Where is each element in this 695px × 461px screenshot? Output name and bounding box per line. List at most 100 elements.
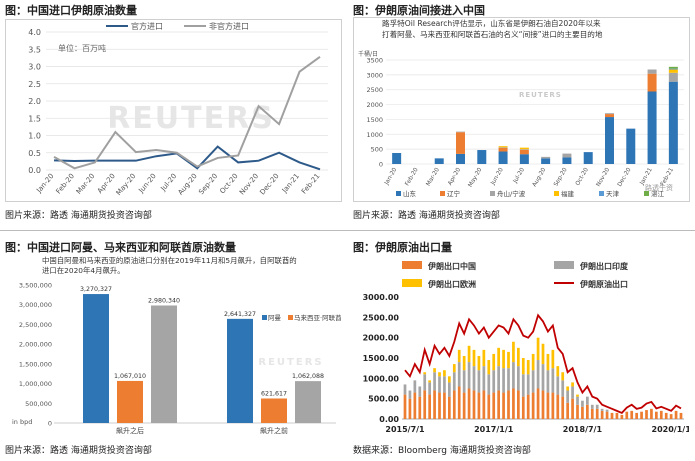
x-tick-label: 飙升之前 (260, 426, 288, 435)
bar-segment (615, 412, 619, 419)
legend-label: 阿曼 (268, 313, 282, 322)
x-tick-label: Jul-20 (159, 172, 179, 193)
x-tick-label: May-20 (468, 167, 484, 189)
chart-note-line: 中国自阿曼和马来西亚的原油进口分别在2019年11月和5月飙升，自阿联酋的 (42, 256, 297, 265)
bar-segment (679, 412, 683, 419)
bar-segment (541, 156, 551, 159)
bar-segment (423, 372, 427, 375)
bar-segment (472, 349, 476, 367)
bar-segment (472, 390, 476, 419)
bar-segment (586, 404, 589, 419)
legend-label: 马来西亚·阿联酋 (294, 313, 341, 322)
bar-segment (492, 392, 496, 419)
chart-frame: 中国自阿曼和马来西亚的原油进口分别在2019年11月和5月飙升，自阿联酋的 进口在… (5, 254, 342, 440)
bar-segment (428, 382, 431, 395)
bar-segment (452, 390, 456, 419)
data-label: 3,270,327 (80, 286, 112, 293)
bar-segment (531, 392, 535, 419)
y-tick-label: 2.0 (28, 97, 41, 106)
watermark: REUTERS (519, 91, 562, 99)
bar-segment (448, 376, 451, 383)
legend-label: 福建 (561, 189, 575, 198)
bar-segment (650, 408, 653, 419)
x-tick-label: 2015/7/1 (385, 425, 425, 434)
bar-segment (521, 396, 525, 419)
bar-segment (462, 392, 466, 419)
legend-label: 天津 (606, 190, 620, 198)
bar-segment (605, 113, 614, 115)
data-label: 1,067,010 (114, 373, 146, 380)
y-tick-label: 1500 (366, 116, 383, 124)
bar-segment (645, 410, 648, 419)
y-tick-label: 2.5 (28, 80, 41, 89)
bar-segment (600, 410, 604, 419)
bar-segment (498, 147, 508, 152)
x-tick-label: Nov-20 (596, 167, 612, 188)
bar-segment (482, 390, 486, 419)
y-tick-label: 0.5 (28, 149, 41, 158)
bar-segment (521, 374, 525, 397)
bar-segment (502, 392, 505, 419)
data-label: 1,062,088 (292, 373, 324, 380)
chart-note-line: 进口在2020年4月飙升。 (42, 266, 125, 275)
bar-segment (566, 390, 569, 403)
y-tick-label: 3,500,000 (19, 282, 52, 290)
bar-segment (562, 157, 572, 164)
data-label: 621,617 (261, 390, 287, 397)
bar-segment (492, 370, 496, 393)
bar-segment (561, 380, 565, 397)
bar-segment (590, 408, 594, 419)
bar-segment (541, 364, 545, 391)
bar-segment (668, 72, 678, 82)
x-tick-label: Dec-20 (258, 172, 280, 196)
bar-segment (595, 408, 599, 419)
y-tick-label: 500.00 (368, 395, 399, 404)
bar-segment (457, 349, 461, 363)
x-tick-label: Jan-20 (383, 167, 398, 187)
bar-segment (521, 358, 525, 375)
y-tick-label: 3.5 (28, 45, 41, 54)
bar-segment (659, 410, 663, 419)
bar-segment (669, 414, 673, 419)
bar-segment (626, 128, 636, 164)
bar-segment (497, 390, 500, 419)
chart-frame: 路孚特Oil Research评估显示，山东省是伊朗石油自2020年以来 打着阿曼… (353, 17, 690, 202)
y-tick-label: 2500.00 (363, 313, 400, 322)
data-label: 2,641,327 (224, 311, 256, 318)
bar-segment (571, 398, 574, 419)
bar-segment (487, 360, 491, 375)
legend-swatch (402, 261, 422, 269)
y-tick-label: 3000 (366, 71, 383, 79)
bar-segment (512, 341, 515, 363)
legend-swatch (644, 191, 649, 196)
bar-segment (413, 380, 417, 393)
bar-segment (668, 66, 678, 69)
unit-label: 单位：百万吨 (58, 43, 106, 53)
bar-segment (526, 394, 530, 419)
bar-segment (551, 392, 555, 419)
bar-segment (546, 370, 550, 393)
bar-segment (668, 69, 678, 73)
bar (151, 305, 177, 423)
watermark: REUTERS (258, 357, 323, 368)
x-tick-label: Sep-20 (553, 167, 569, 188)
bar-segment (433, 372, 436, 391)
bar-segment (668, 68, 678, 70)
bar-segment (467, 362, 471, 389)
y-tick-label: 1000.00 (363, 374, 400, 383)
source-note: 图片来源：路透 海通期货投资咨询部 (5, 211, 152, 221)
chart-frame: REUTERS 0.0 0.5 1.0 1.5 2.0 2.5 3.0 3.5 4.0 Jan-20… (5, 19, 342, 202)
bar-segment (498, 151, 508, 164)
bar-segment (438, 376, 441, 393)
x-tick-label: Mar-20 (426, 167, 441, 188)
bar (83, 294, 109, 423)
bar-segment (517, 347, 520, 367)
bar-segment (605, 411, 609, 419)
bar-segment (561, 396, 565, 419)
x-tick-label: May-20 (115, 172, 138, 197)
panel-indirect-iran-crude: 图：伊朗原油间接进入中国 路孚特Oil Research评估显示，山东省是伊朗石… (348, 0, 695, 230)
combo-chart-iran-exports: 0.00 500.00 1000.00 1500.00 2000.00 2500.00 30… (363, 261, 691, 434)
bar-segment (472, 366, 476, 391)
bar-segment (502, 349, 505, 369)
bar-segment (507, 351, 510, 369)
